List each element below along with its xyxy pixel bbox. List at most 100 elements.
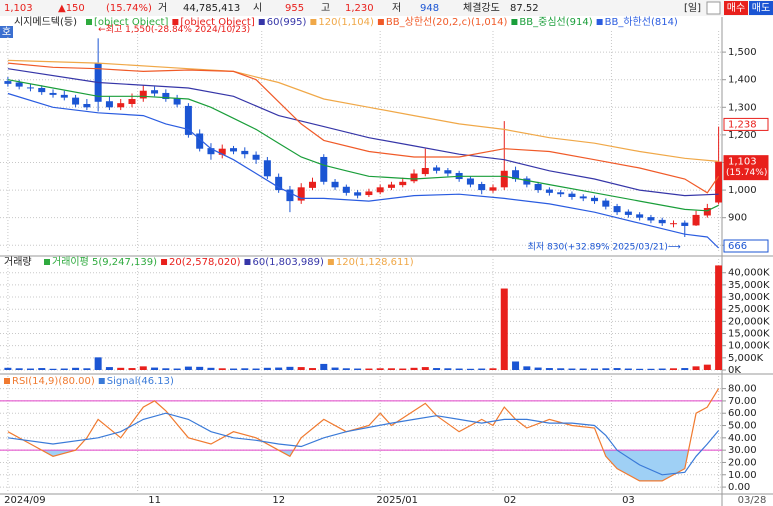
candle-body: [151, 90, 159, 94]
y-tick-label: 1,400: [728, 75, 757, 86]
y-tick-label: 70.00: [728, 396, 757, 407]
candle-body: [478, 184, 486, 191]
x-tick-label: 03/28: [738, 495, 767, 506]
candle-body: [703, 208, 711, 216]
volume-bar: [275, 367, 283, 370]
price-mark-box: [723, 155, 769, 181]
volume-bar: [49, 368, 57, 370]
high: 1,230: [345, 3, 374, 14]
volume-bar: [342, 368, 350, 370]
series-line: [7, 62, 720, 194]
candle-body: [399, 181, 407, 186]
quote-tab[interactable]: [0, 26, 13, 38]
volume-bar: [624, 368, 632, 370]
candle-body: [105, 101, 113, 108]
candle-body: [636, 214, 644, 218]
candle-body: [421, 168, 429, 175]
candle-body: [72, 97, 80, 105]
buy-label[interactable]: 매수: [727, 2, 745, 14]
volume-bar: [83, 368, 91, 370]
label: 체결강도: [463, 2, 500, 14]
volume-bar: [433, 368, 441, 370]
y-tick-label: 10,000K: [728, 341, 770, 352]
label: 저: [392, 2, 401, 14]
change: ▲150: [58, 3, 85, 14]
x-tick-label: 02: [504, 495, 517, 506]
y-tick-label: 0.00: [728, 482, 750, 493]
candle-body: [162, 92, 170, 100]
y-tick-label: 20,000K: [728, 316, 770, 327]
candle-body: [466, 178, 474, 185]
series-line: [7, 68, 719, 197]
sell-button[interactable]: [749, 1, 773, 15]
volume-bar: [692, 366, 700, 370]
panel-title: 거래량: [4, 256, 32, 268]
price-mark-label: 1,103: [728, 157, 757, 168]
candle-body: [320, 156, 328, 182]
quote-tab-label[interactable]: 호: [2, 26, 11, 38]
candle-body: [286, 189, 294, 202]
volume-bar: [545, 368, 553, 370]
volume-bar: [252, 368, 260, 370]
legend-swatch: [44, 259, 50, 265]
label: 고: [321, 3, 330, 14]
volume-bar: [703, 364, 711, 370]
x-tick-label: 11: [148, 495, 161, 506]
candle-body: [602, 200, 610, 207]
legend-swatch: [596, 19, 603, 25]
volume-bar: [72, 367, 80, 370]
candle-body: [83, 103, 91, 108]
volume-bar: [591, 368, 599, 370]
volume-bar: [602, 368, 610, 370]
volume-bar: [241, 368, 249, 370]
candle-body: [715, 161, 722, 203]
candle-body: [139, 90, 147, 99]
legend-swatch: [310, 19, 317, 25]
x-tick-label: 03: [622, 495, 635, 506]
candle-body: [49, 92, 57, 95]
panel: [0, 31, 722, 253]
legend-swatch: [244, 259, 251, 265]
y-tick-label: 0K: [728, 365, 741, 376]
legend-label: 20(2,578,020): [169, 257, 241, 268]
candle-body: [579, 196, 587, 199]
legend-swatch: [172, 19, 179, 25]
legend-label: BB_중심선(914): [519, 16, 592, 28]
volume-bar: [455, 368, 463, 370]
label: 거: [158, 2, 167, 14]
legend-label: 60(1,803,989): [252, 257, 324, 268]
y-tick-label: 5,000K: [728, 353, 764, 364]
candle-body: [591, 197, 599, 202]
volume-bar: [308, 368, 316, 370]
price-mark-box: [723, 117, 769, 131]
volume-bar: [523, 366, 531, 370]
volume-bar: [60, 368, 68, 370]
volume-bar: [410, 367, 418, 370]
sell-label[interactable]: 매도: [752, 2, 770, 14]
candle-body: [173, 98, 181, 105]
volume-bar: [647, 368, 655, 370]
legend-swatch: [98, 378, 105, 384]
buy-button[interactable]: [724, 1, 748, 15]
volume-bar: [196, 366, 204, 370]
candle-body: [410, 173, 418, 182]
y-tick-label: 1,000: [728, 185, 757, 196]
volume-bar: [184, 366, 192, 370]
volume-bar: [387, 368, 395, 370]
price-mark-label: 666: [728, 241, 747, 252]
candle-body: [241, 150, 249, 155]
legend-swatch: [4, 378, 10, 384]
candle-body: [681, 222, 689, 226]
volume-bar: [151, 367, 159, 370]
volume-bar: [117, 367, 125, 370]
period[interactable]: [일]: [684, 2, 701, 14]
volume-bar: [613, 368, 621, 370]
y-tick-label: 60.00: [728, 408, 757, 419]
volume-bar: [636, 368, 644, 370]
x-tick-label: 12: [272, 495, 285, 506]
volume-bar: [579, 368, 587, 370]
candle-body: [117, 103, 125, 108]
settings-button[interactable]: [706, 1, 721, 15]
annotation: ←최고 1,550(-28.84% 2024/10/23): [98, 24, 250, 35]
candle-body: [647, 217, 655, 221]
